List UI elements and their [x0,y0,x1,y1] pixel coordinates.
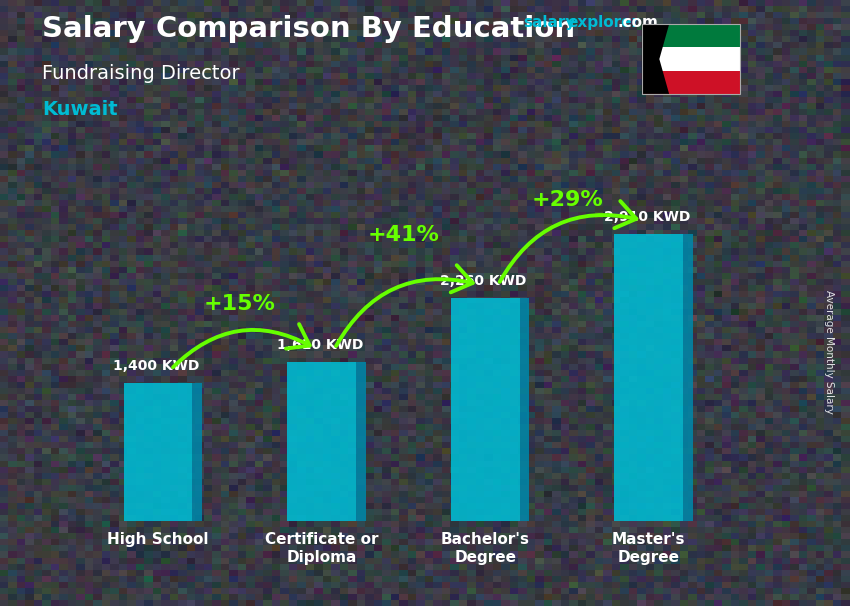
Polygon shape [519,298,530,521]
Text: 1,400 KWD: 1,400 KWD [113,359,200,373]
Text: Kuwait: Kuwait [42,100,118,119]
Text: Average Monthly Salary: Average Monthly Salary [824,290,834,413]
Bar [642,71,740,94]
Text: 1,610 KWD: 1,610 KWD [277,338,363,352]
Bar [615,234,683,521]
Bar [287,362,356,521]
FancyArrowPatch shape [336,265,473,346]
Text: explorer: explorer [567,15,639,30]
Text: +15%: +15% [204,294,275,314]
Bar [450,298,519,521]
FancyArrowPatch shape [173,324,309,367]
Polygon shape [356,362,366,521]
Polygon shape [683,234,693,521]
FancyArrowPatch shape [500,201,637,282]
Text: 2,910 KWD: 2,910 KWD [604,210,690,224]
Text: 2,260 KWD: 2,260 KWD [440,274,527,288]
Text: +29%: +29% [531,190,603,210]
Bar [123,383,192,521]
Polygon shape [642,24,669,94]
Text: .com: .com [618,15,659,30]
Text: Salary Comparison By Education: Salary Comparison By Education [42,15,575,43]
Text: salary: salary [523,15,575,30]
Text: Fundraising Director: Fundraising Director [42,64,240,82]
Text: +41%: +41% [367,225,439,245]
Polygon shape [192,383,202,521]
Bar [642,24,740,47]
Bar [642,47,740,71]
